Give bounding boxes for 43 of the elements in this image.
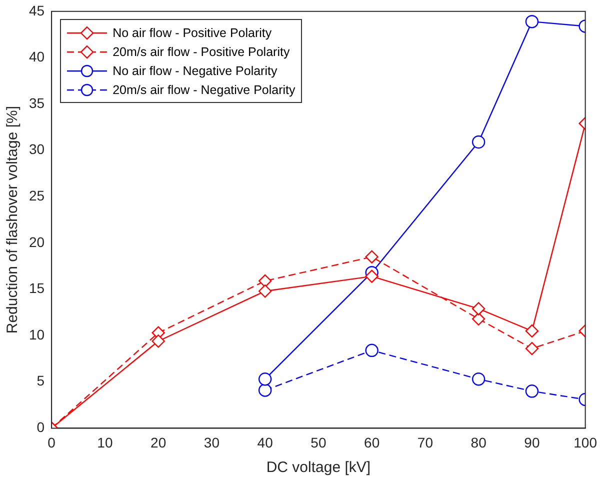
legend-label: No air flow - Positive Polarity xyxy=(112,26,272,40)
point xyxy=(365,344,378,357)
y-tick-label: 10 xyxy=(28,326,45,342)
point xyxy=(258,284,272,298)
point xyxy=(472,372,486,386)
point xyxy=(525,384,539,398)
point xyxy=(472,135,486,149)
legend-label: 20m/s air flow - Negative Polarity xyxy=(112,82,296,97)
point xyxy=(152,334,165,348)
x-tick-label: 20 xyxy=(150,434,166,450)
x-tick-label: 0 xyxy=(48,434,56,450)
y-tick-label: 5 xyxy=(36,372,45,389)
x-tick-label: 100 xyxy=(574,434,598,450)
point xyxy=(258,274,272,288)
y-tick-label: 0 xyxy=(36,419,45,436)
point xyxy=(472,302,486,316)
legend-label: 20m/s air flow - Positive Polarity xyxy=(112,44,290,59)
y-axis-title: Reduction of flashover voltage [%] xyxy=(4,106,22,334)
y-tick-label: 40 xyxy=(28,48,45,65)
x-tick-label: 80 xyxy=(470,434,487,450)
y-tick-label: 45 xyxy=(28,2,45,18)
x-tick-label: 30 xyxy=(204,434,220,450)
point xyxy=(525,324,539,338)
y-tick-label: 15 xyxy=(28,280,45,296)
x-tick-label: 50 xyxy=(310,434,326,450)
y-tick-label: 25 xyxy=(28,188,45,204)
y-tick-label: 30 xyxy=(28,141,45,158)
point xyxy=(258,372,272,386)
x-tick-label: 40 xyxy=(257,434,274,450)
x-tick-label: 90 xyxy=(524,434,540,450)
point xyxy=(365,270,378,283)
point xyxy=(365,250,378,264)
legend-label: No air flow - Negative Polarity xyxy=(112,64,278,78)
point xyxy=(258,384,272,397)
x-tick-label: 60 xyxy=(364,434,380,450)
y-tick-label: 20 xyxy=(28,234,45,250)
x-axis-title: DC voltage [kV] xyxy=(266,459,371,476)
point xyxy=(525,14,539,28)
point xyxy=(525,342,539,356)
y-tick-label: 35 xyxy=(28,94,45,111)
point xyxy=(472,312,486,326)
x-tick-label: 70 xyxy=(417,434,434,450)
x-tick-label: 10 xyxy=(97,434,113,450)
